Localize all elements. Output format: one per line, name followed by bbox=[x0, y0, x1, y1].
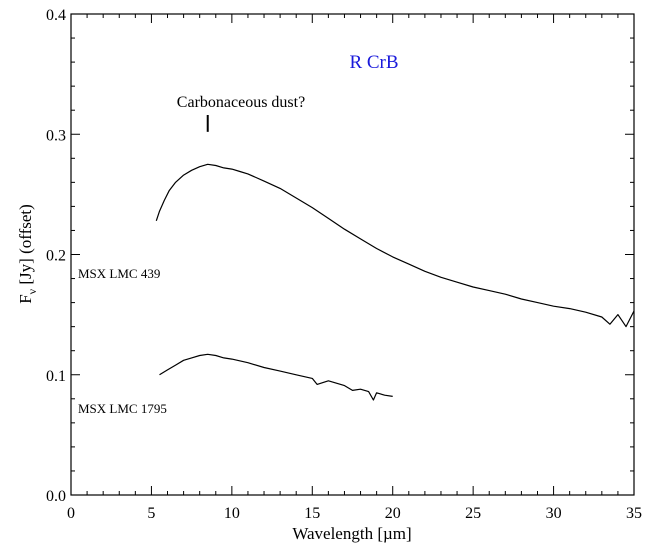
ticks-group bbox=[70, 13, 635, 496]
annotation-label: Carbonaceous dust? bbox=[177, 94, 305, 111]
series-line-msx-lmc-439 bbox=[155, 163, 635, 328]
y-axis-label-main: F bbox=[16, 294, 35, 303]
series-lines-group bbox=[155, 163, 635, 401]
x-tick-label: 30 bbox=[546, 505, 562, 522]
x-tick-label: 20 bbox=[385, 505, 401, 522]
y-tick-label: 0.1 bbox=[46, 368, 66, 385]
tick-labels-group: 0 5 10 15 20 25 30 35 0.0 0.1 0.2 0.3 0.4 bbox=[46, 7, 642, 522]
y-axis-label-sub: ν bbox=[25, 288, 39, 294]
series-line-msx-lmc-1795 bbox=[159, 353, 393, 401]
x-tick-label: 25 bbox=[465, 505, 481, 522]
y-axis-label-rest: [Jy] (offset) bbox=[16, 204, 35, 289]
x-tick-label: 15 bbox=[304, 505, 320, 522]
y-tick-label: 0.4 bbox=[46, 7, 66, 24]
y-tick-label: 0.0 bbox=[46, 488, 66, 505]
plot-frame bbox=[70, 13, 635, 496]
x-tick-label: 35 bbox=[626, 505, 642, 522]
x-tick-label: 10 bbox=[224, 505, 240, 522]
series-label-msx-lmc-439: MSX LMC 439 bbox=[78, 266, 160, 281]
y-tick-label: 0.2 bbox=[46, 248, 66, 265]
y-tick-label: 0.3 bbox=[46, 127, 66, 144]
x-tick-label: 5 bbox=[147, 505, 155, 522]
x-tick-label: 0 bbox=[67, 505, 75, 522]
x-axis-label: Wavelength [µm] bbox=[292, 524, 411, 543]
series-label-msx-lmc-1795: MSX LMC 1795 bbox=[78, 401, 167, 416]
chart-title: R CrB bbox=[349, 52, 398, 73]
y-axis-label: Fν [Jy] (offset) bbox=[16, 204, 39, 304]
